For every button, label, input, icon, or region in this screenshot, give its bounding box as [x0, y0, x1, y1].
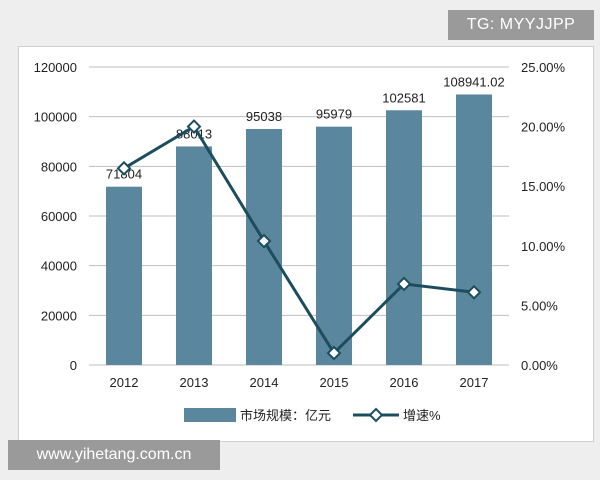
x-tick-label: 2016	[390, 375, 419, 390]
y-left-tick-label: 40000	[41, 259, 77, 274]
bar	[386, 110, 422, 365]
growth-point	[186, 119, 202, 135]
bar	[456, 94, 492, 365]
growth-point	[466, 284, 482, 300]
growth-point	[396, 276, 412, 292]
bar	[316, 126, 352, 365]
y-right-tick-label: 20.00%	[521, 120, 566, 135]
legend-marker	[368, 407, 384, 423]
bar	[106, 186, 142, 365]
bar	[176, 146, 212, 365]
y-left-tick-label: 120000	[34, 60, 77, 75]
bar-data-label: 102581	[382, 90, 425, 105]
bar-data-label: 108941.02	[443, 74, 504, 89]
x-tick-label: 2013	[180, 375, 209, 390]
growth-point	[256, 233, 272, 249]
bar-line-chart: 0 20000 40000 60000 80000 100000 120000 0.00% 5.…	[34, 60, 566, 423]
chart-frame: 0 20000 40000 60000 80000 100000 120000 0.00% 5.…	[18, 46, 594, 442]
legend-label-line: 增速%	[403, 408, 441, 423]
growth-point	[116, 160, 132, 176]
y-right-tick-label: 25.00%	[521, 60, 566, 75]
y-left-tick-label: 80000	[41, 159, 77, 174]
growth-point	[326, 345, 342, 361]
x-tick-label: 2017	[460, 375, 489, 390]
y-right-tick-label: 5.00%	[521, 298, 558, 313]
x-tick-label: 2015	[320, 375, 349, 390]
bar-data-label: 95038	[246, 109, 282, 124]
y-left-tick-label: 20000	[41, 308, 77, 323]
y-left-tick-label: 60000	[41, 209, 77, 224]
y-right-tick-label: 15.00%	[521, 179, 566, 194]
watermark-top: TG: MYYJJPP	[448, 10, 594, 40]
y-right-tick-label: 0.00%	[521, 358, 558, 373]
y-left-tick-label: 0	[70, 358, 77, 373]
y-left-tick-label: 100000	[34, 110, 77, 125]
legend-swatch-bar	[184, 408, 236, 422]
x-tick-label: 2014	[250, 375, 279, 390]
bar-data-label: 95979	[316, 107, 352, 122]
legend-label-bar: 市场规模：亿元	[240, 408, 331, 423]
y-right-tick-label: 10.00%	[521, 239, 566, 254]
watermark-bottom: www.yihetang.com.cn	[8, 440, 220, 470]
x-tick-label: 2012	[110, 375, 139, 390]
growth-line	[123, 125, 475, 355]
